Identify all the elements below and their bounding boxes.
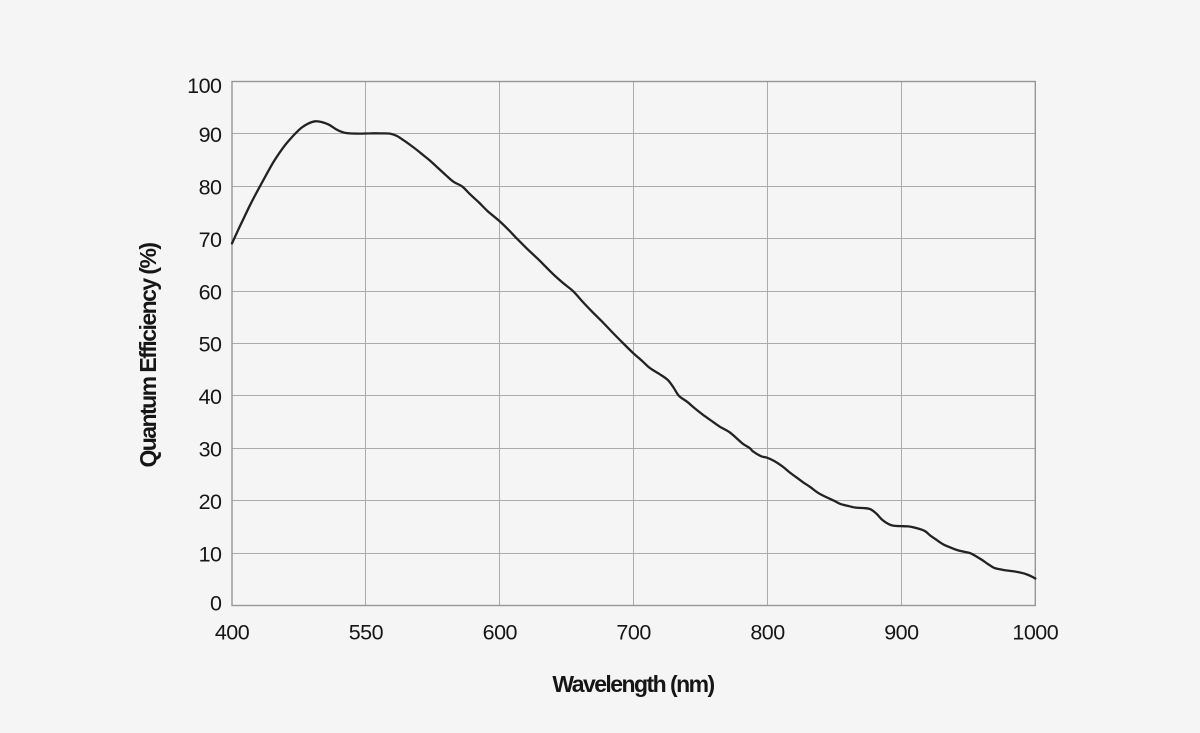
- svg-text:1000: 1000: [1012, 621, 1058, 645]
- svg-text:Wavelength (nm): Wavelength (nm): [552, 671, 714, 697]
- svg-text:20: 20: [199, 490, 222, 514]
- svg-text:800: 800: [750, 621, 785, 645]
- svg-text:0: 0: [210, 592, 222, 616]
- svg-text:40: 40: [199, 385, 222, 409]
- svg-text:80: 80: [199, 176, 222, 200]
- svg-text:550: 550: [349, 621, 384, 645]
- svg-text:400: 400: [215, 621, 250, 645]
- svg-text:100: 100: [187, 74, 222, 98]
- svg-text:600: 600: [483, 621, 518, 645]
- svg-text:30: 30: [199, 438, 222, 462]
- svg-text:50: 50: [199, 333, 222, 357]
- svg-text:90: 90: [199, 123, 222, 147]
- svg-text:900: 900: [884, 621, 919, 645]
- svg-text:70: 70: [199, 228, 222, 252]
- svg-text:60: 60: [199, 280, 222, 304]
- svg-text:10: 10: [199, 542, 222, 566]
- svg-text:Quantum Efficiency (%): Quantum Efficiency (%): [135, 243, 161, 468]
- svg-text:700: 700: [616, 621, 651, 645]
